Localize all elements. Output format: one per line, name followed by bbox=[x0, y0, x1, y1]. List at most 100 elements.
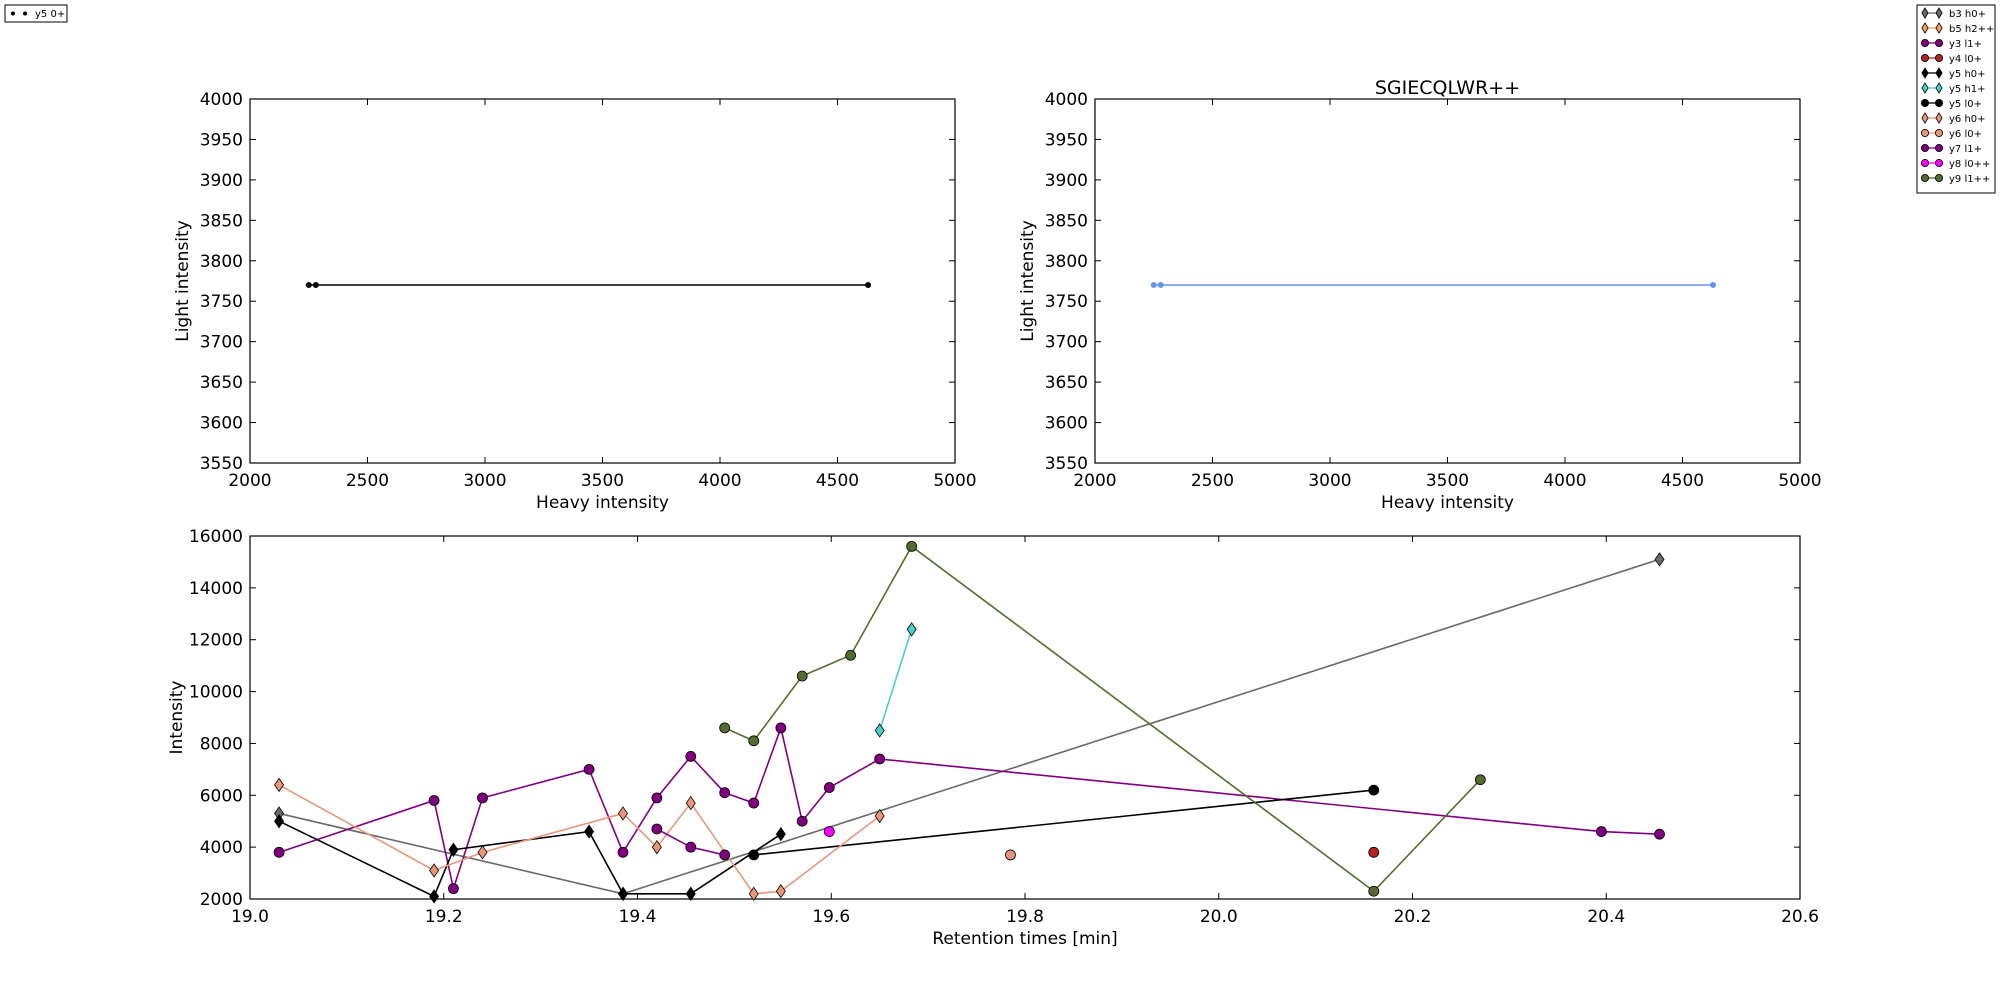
legend-marker bbox=[1921, 173, 1930, 182]
data-point bbox=[1157, 282, 1164, 289]
data-point bbox=[429, 863, 440, 878]
data-point bbox=[583, 763, 595, 775]
y-tick-label: 3750 bbox=[200, 292, 243, 312]
x-tick-label: 3000 bbox=[1308, 471, 1351, 491]
x-tick-label: 20.4 bbox=[1587, 907, 1625, 927]
legend-marker bbox=[1935, 112, 1943, 124]
series-y7-l1- bbox=[651, 823, 731, 861]
data-point bbox=[823, 782, 835, 793]
legend-label: y6 l0+ bbox=[1949, 129, 1982, 140]
data-point bbox=[651, 823, 663, 835]
y-tick-label: 3950 bbox=[1045, 130, 1088, 150]
data-point bbox=[906, 622, 917, 637]
series-line bbox=[878, 629, 913, 731]
data-point bbox=[617, 806, 628, 821]
data-point bbox=[274, 814, 285, 829]
x-tick-label: 3500 bbox=[581, 471, 624, 491]
y-tick-label: 10000 bbox=[189, 683, 243, 703]
data-point bbox=[312, 282, 319, 289]
y-tick-label: 4000 bbox=[1045, 90, 1088, 110]
y-tick-label: 12000 bbox=[189, 631, 243, 651]
legend-marker bbox=[1921, 143, 1930, 152]
legend-marker bbox=[1921, 54, 1930, 63]
y-axis-label: Light intensity bbox=[173, 220, 193, 342]
y-tick-label: 4000 bbox=[200, 838, 243, 858]
x-tick-label: 19.2 bbox=[425, 907, 463, 927]
legend-marker bbox=[1935, 173, 1944, 182]
data-point bbox=[617, 886, 628, 902]
x-tick-label: 19.6 bbox=[812, 907, 850, 927]
legend-marker bbox=[1935, 128, 1944, 137]
y-tick-label: 3800 bbox=[1045, 252, 1088, 272]
x-tick-label: 2000 bbox=[1073, 471, 1116, 491]
legend-label: y4 l0+ bbox=[1949, 54, 1982, 65]
data-point bbox=[748, 849, 760, 861]
y-axis-label: Intensity bbox=[167, 681, 187, 755]
plot-frame bbox=[1094, 98, 1801, 464]
legend-marker bbox=[1921, 82, 1929, 94]
legend-marker bbox=[1935, 158, 1944, 167]
y-tick-label: 3700 bbox=[200, 333, 243, 353]
series-y8-l0- bbox=[823, 826, 835, 837]
y-tick-label: 16000 bbox=[189, 527, 243, 547]
y-tick-label: 3650 bbox=[200, 373, 243, 393]
data-point bbox=[719, 849, 731, 861]
series-line bbox=[278, 725, 1660, 892]
data-point bbox=[477, 845, 488, 860]
data-point bbox=[1150, 282, 1157, 289]
legend-marker bbox=[11, 11, 15, 16]
legend-right: b3 h0+ b5 h2++ y3 l1+ y4 l0+ y5 h0+ y5 h1+ y5 … bbox=[1916, 4, 1996, 194]
series-y5-0- bbox=[305, 282, 872, 289]
series-y5-h0- bbox=[274, 814, 786, 904]
legend-label: y5 h0+ bbox=[1949, 69, 1986, 80]
data-point bbox=[865, 282, 872, 289]
y-tick-label: 4000 bbox=[200, 90, 243, 110]
data-point bbox=[775, 722, 787, 734]
series-line bbox=[1150, 282, 1717, 289]
data-point bbox=[685, 750, 697, 762]
x-tick-label: 4000 bbox=[698, 471, 741, 491]
data-point bbox=[796, 815, 808, 827]
data-point bbox=[1368, 784, 1380, 796]
y-axis-label: Light intensity bbox=[1018, 220, 1038, 342]
series-y5-h1- bbox=[874, 622, 917, 738]
data-point bbox=[651, 792, 663, 804]
series-line bbox=[753, 789, 1374, 856]
y-tick-label: 14000 bbox=[189, 579, 243, 599]
data-point bbox=[1654, 552, 1665, 567]
data-point bbox=[874, 808, 885, 824]
data-point bbox=[651, 839, 662, 855]
x-axis-label: Heavy intensity bbox=[1381, 493, 1514, 513]
x-tick-label: 4000 bbox=[1543, 471, 1586, 491]
legend-marker bbox=[1921, 22, 1929, 34]
legend-marker bbox=[1935, 82, 1943, 94]
data-point bbox=[448, 883, 459, 895]
data-point bbox=[845, 649, 857, 661]
data-point bbox=[273, 846, 285, 858]
legend-marker bbox=[1935, 67, 1943, 79]
data-point bbox=[748, 886, 759, 902]
legend-marker bbox=[1921, 128, 1930, 137]
legend-marker bbox=[1921, 112, 1929, 124]
data-point bbox=[617, 846, 629, 858]
data-point bbox=[1474, 774, 1486, 786]
legend-marker bbox=[1935, 99, 1944, 108]
retention-time-chart: 19.0 19.2 19.4 19.6 19.8 20.0 20.2 20.4 20.6 2000… bbox=[167, 527, 1819, 949]
x-tick-label: 4500 bbox=[1661, 471, 1704, 491]
heavy-light-chart-right: 2000 2500 3000 3500 4000 4500 5000 3550 3600 3650… bbox=[1018, 77, 1822, 513]
y-tick-label: 3950 bbox=[200, 130, 243, 150]
legend-label: y5 l0+ bbox=[1949, 99, 1982, 110]
y-tick-label: 3900 bbox=[1045, 171, 1088, 191]
y-tick-label: 3700 bbox=[1045, 333, 1088, 353]
legend-marker bbox=[1935, 22, 1943, 34]
data-point bbox=[305, 282, 312, 289]
data-point bbox=[874, 723, 885, 738]
data-point bbox=[748, 735, 760, 747]
y-tick-label: 3850 bbox=[1045, 211, 1088, 231]
legend-marker bbox=[1935, 54, 1944, 63]
data-point bbox=[685, 795, 696, 811]
y-tick-label: 3800 bbox=[200, 252, 243, 272]
legend-label: y9 l1++ bbox=[1949, 174, 1990, 185]
data-point bbox=[823, 826, 835, 837]
data-point bbox=[1596, 826, 1607, 837]
